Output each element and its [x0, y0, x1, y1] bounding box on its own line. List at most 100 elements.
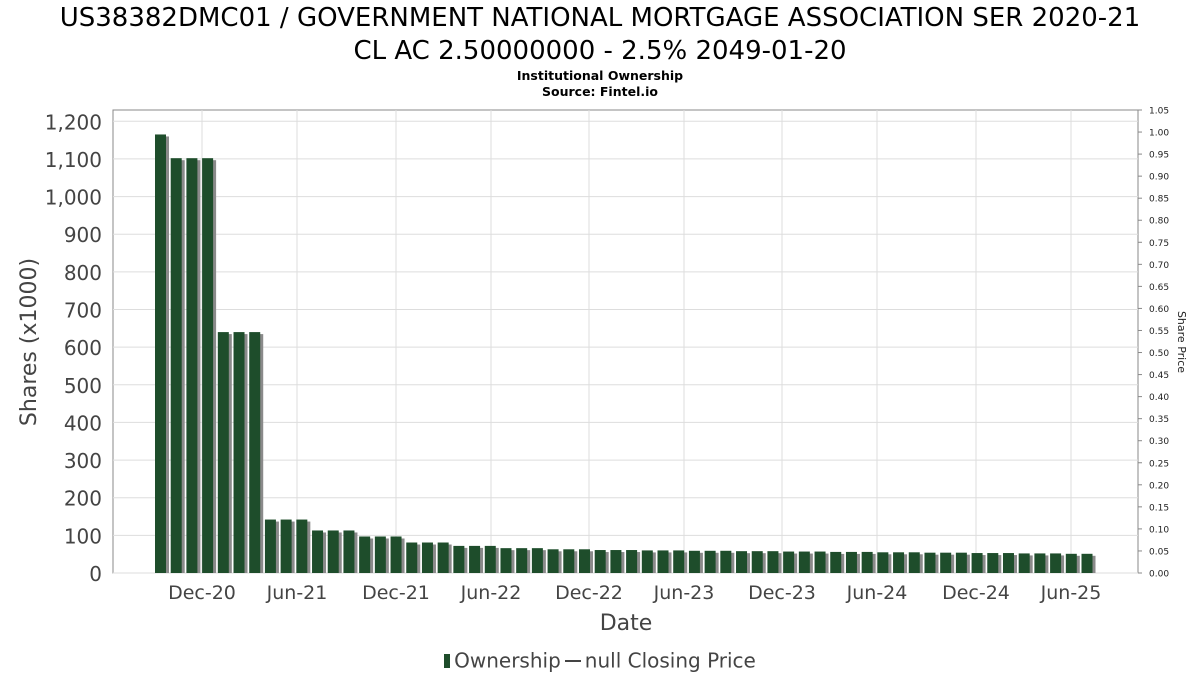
ownership-bar	[704, 550, 716, 573]
ownership-bar	[1081, 553, 1093, 573]
ownership-bar	[688, 550, 700, 573]
y-axis-title: Shares (x1000)	[17, 258, 42, 426]
ownership-bar	[1065, 553, 1077, 573]
ownership-bar	[720, 550, 732, 573]
y2-tick-label: 1.00	[1149, 129, 1169, 139]
ownership-bar	[484, 545, 496, 573]
chart-title: US38382DMC01 / GOVERNMENT NATIONAL MORTG…	[0, 2, 1200, 68]
ownership-bar	[877, 552, 889, 573]
y2-tick-label: 0.90	[1149, 173, 1169, 183]
ownership-bar	[202, 158, 214, 573]
y2-tick-label: 0.55	[1149, 327, 1169, 337]
x-tick-label: Dec-23	[748, 582, 816, 604]
y2-tick-label: 0.00	[1149, 570, 1169, 580]
ownership-bar	[673, 550, 685, 573]
x-tick-label: Jun-22	[460, 582, 522, 604]
y-tick-label: 200	[64, 487, 102, 511]
y2-tick-label: 0.70	[1149, 261, 1169, 271]
ownership-bar	[1018, 553, 1030, 573]
ownership-bar	[736, 551, 748, 573]
plot-area	[112, 109, 1139, 574]
ownership-bar	[186, 158, 198, 573]
y2-tick-label: 0.65	[1149, 283, 1169, 293]
y2-tick-label: 0.60	[1149, 305, 1169, 315]
ownership-bar	[641, 550, 653, 573]
y-tick-label: 400	[64, 411, 102, 435]
chart-title-line1: US38382DMC01 / GOVERNMENT NATIONAL MORTG…	[59, 3, 1141, 33]
ownership-bar	[924, 552, 936, 573]
y-tick-label: 900	[64, 223, 102, 247]
y-tick-label: 1,100	[45, 148, 102, 172]
y2-tick-label: 0.25	[1149, 459, 1169, 469]
ownership-bar	[264, 519, 276, 573]
ownership-bar	[814, 551, 826, 573]
chart-source: Source: Fintel.io	[542, 84, 658, 99]
ownership-bar	[987, 553, 999, 573]
ownership-bar	[500, 548, 512, 573]
ownership-bar	[594, 550, 606, 573]
ownership-bar	[280, 519, 292, 573]
y2-tick-label: 0.05	[1149, 547, 1169, 557]
y2-tick-label: 0.15	[1149, 503, 1169, 513]
ownership-bar	[421, 542, 433, 573]
ownership-bar	[955, 552, 967, 573]
ownership-bar	[296, 519, 308, 573]
chart-legend: Ownership null Closing Price	[0, 647, 1200, 673]
y2-tick-label: 0.95	[1149, 151, 1169, 161]
x-axis-title: Date	[600, 611, 653, 636]
x-tick-label: Dec-24	[942, 582, 1010, 604]
ownership-bar	[469, 545, 481, 573]
x-tick-label: Jun-21	[266, 582, 328, 604]
ownership-bar	[845, 551, 857, 573]
x-tick-label: Jun-23	[653, 582, 715, 604]
x-tick-label: Jun-24	[846, 582, 908, 604]
ownership-bar	[516, 548, 528, 573]
ownership-bar	[626, 550, 638, 573]
ownership-bar	[406, 542, 418, 573]
ownership-bar	[893, 552, 905, 573]
y-tick-label: 0	[89, 562, 102, 586]
y2-tick-label: 1.05	[1149, 107, 1169, 117]
y2-tick-label: 0.50	[1149, 349, 1169, 359]
y2-tick-label: 0.30	[1149, 437, 1169, 447]
ownership-bar	[798, 551, 810, 573]
ownership-bar	[437, 542, 449, 573]
y-tick-label: 600	[64, 336, 102, 360]
chart-subtitle: Institutional Ownership	[516, 68, 684, 83]
ownership-bar	[971, 553, 983, 573]
x-tick-label: Dec-20	[168, 582, 236, 604]
chart-title-line2: CL AC 2.50000000 - 2.5% 2049-01-20	[353, 36, 847, 66]
ownership-bar	[1002, 553, 1014, 573]
ownership-bar	[861, 551, 873, 573]
ownership-bar	[155, 134, 166, 574]
y2-tick-label: 0.75	[1149, 239, 1169, 249]
y-tick-label: 1,000	[45, 186, 102, 210]
ownership-bar	[657, 550, 669, 573]
y2-tick-label: 0.40	[1149, 393, 1169, 403]
ownership-bar	[531, 548, 543, 573]
y-tick-label: 1,200	[45, 110, 102, 134]
ownership-bar	[233, 332, 245, 573]
ownership-bar	[343, 530, 355, 573]
ownership-bar	[908, 552, 920, 573]
ownership-bar	[563, 549, 575, 573]
y2-tick-label: 0.45	[1149, 371, 1169, 381]
ownership-bar	[217, 332, 229, 573]
ownership-bar	[610, 550, 622, 573]
ownership-bar	[453, 545, 465, 573]
ownership-bar	[783, 551, 795, 573]
y2-axis-title: Share Price	[1175, 311, 1188, 373]
y2-tick-label: 0.35	[1149, 415, 1169, 425]
x-tick-label: Dec-22	[555, 582, 623, 604]
ownership-bar	[390, 536, 402, 573]
ownership-bar	[312, 530, 324, 573]
ownership-bar	[374, 536, 386, 573]
price-legend-line	[564, 659, 581, 662]
ownership-bar	[578, 549, 590, 573]
y-tick-label: 300	[64, 449, 102, 473]
ownership-bar	[1050, 553, 1062, 573]
y-tick-label: 800	[64, 261, 102, 285]
x-tick-label: Dec-21	[362, 582, 430, 604]
ownership-bar	[830, 551, 842, 573]
